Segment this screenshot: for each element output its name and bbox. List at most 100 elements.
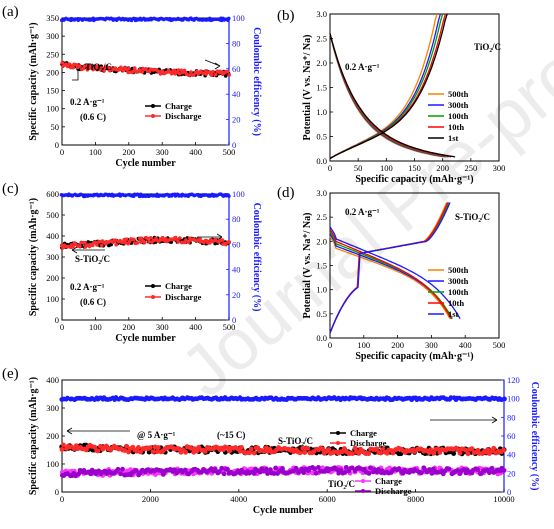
- material-label: S-TiO₂/C: [455, 212, 490, 222]
- x-tick-label: 250: [464, 163, 477, 173]
- data-point: [491, 445, 497, 451]
- plot-frame: [61, 17, 230, 146]
- data-point: [271, 471, 277, 476]
- y-axis-label: Specific capacity (mAh·g⁻¹): [28, 198, 39, 316]
- x-tick-label: 400: [189, 322, 202, 332]
- data-point: [220, 238, 225, 242]
- data-point: [186, 471, 192, 477]
- panel-letter: (d): [277, 185, 295, 201]
- data-point: [248, 446, 254, 452]
- y2-axis-label: Coulombic efficiency (%): [251, 27, 262, 136]
- data-point: [501, 447, 506, 453]
- y2-tick-label: 100: [507, 394, 520, 404]
- legend-label: 100th: [448, 111, 469, 121]
- legend-label: Discharge: [350, 438, 387, 448]
- data-point: [297, 450, 303, 456]
- current-label: 0.2 A·g⁻¹: [70, 282, 105, 292]
- data-point: [390, 450, 396, 456]
- data-point: [457, 450, 463, 456]
- data-point: [225, 69, 230, 74]
- x-tick-label: 400: [459, 340, 472, 350]
- y-tick-label: 100: [46, 459, 59, 469]
- data-point: [265, 471, 270, 476]
- y2-tick-label: 20: [232, 115, 241, 125]
- data-point: [95, 243, 99, 247]
- data-point: [451, 451, 457, 456]
- x-tick-label: 2000: [142, 494, 159, 504]
- left-arrow-head: [66, 427, 73, 435]
- y2-tick-label: 100: [232, 13, 245, 23]
- y2-tick-label: 120: [507, 375, 520, 385]
- data-point: [120, 466, 125, 472]
- data-point: [95, 448, 101, 454]
- y-tick-label: 300: [46, 403, 59, 413]
- data-point: [461, 467, 467, 472]
- y2-tick-label: 60: [232, 64, 241, 74]
- rate-label: (0.6 C): [80, 297, 106, 307]
- x-tick-label: 400: [189, 147, 202, 157]
- data-point: [147, 445, 153, 451]
- data-point: [59, 447, 65, 452]
- x-tick-label: 50: [354, 163, 363, 173]
- data-point: [79, 192, 83, 197]
- data-point: [251, 450, 257, 456]
- x-tick-label: 100: [380, 163, 393, 173]
- panel-letter: (e): [2, 366, 19, 382]
- x-axis-label: Specific capacity (mAh·g⁻¹): [355, 351, 473, 362]
- data-point: [136, 444, 141, 450]
- y-tick-label: 2.5: [316, 212, 327, 222]
- right-arrow-head: [214, 62, 221, 70]
- data-point: [121, 68, 126, 73]
- panel-letter: (b): [277, 8, 295, 24]
- data-point: [198, 237, 202, 241]
- data-point: [227, 240, 231, 244]
- data-point: [237, 448, 243, 454]
- y-tick-label: 0: [55, 140, 59, 150]
- y2-tick-label: 0: [232, 140, 236, 150]
- x-tick-label: 10000: [493, 494, 514, 504]
- y-tick-label: 2.5: [316, 34, 327, 44]
- data-point: [154, 236, 158, 241]
- data-point: [326, 447, 332, 452]
- data-point: [97, 239, 102, 244]
- data-point: [100, 243, 104, 248]
- y-tick-label: 350: [46, 13, 59, 23]
- y-tick-label: 400: [46, 375, 59, 385]
- data-point: [312, 466, 317, 472]
- data-point: [78, 64, 82, 68]
- x-tick-label: 500: [223, 322, 236, 332]
- x-tick-label: 200: [436, 163, 449, 173]
- data-point: [313, 470, 319, 476]
- data-point: [427, 467, 432, 472]
- data-point: [188, 445, 194, 451]
- panel-letter: (c): [2, 181, 19, 197]
- legend-label: 1st: [448, 133, 459, 143]
- data-point: [429, 470, 435, 476]
- y2-tick-label: 20: [507, 468, 516, 478]
- y2-axis-label: Coulombic efficiency (%): [251, 203, 262, 312]
- data-point: [203, 69, 208, 73]
- data-point: [202, 449, 208, 454]
- data-point: [71, 244, 75, 249]
- data-point: [154, 449, 160, 455]
- x-tick-label: 0: [328, 340, 332, 350]
- data-point: [374, 446, 380, 452]
- panel-letter: (a): [2, 4, 19, 20]
- left-arrow: [72, 70, 79, 81]
- y-tick-label: 600: [46, 189, 59, 199]
- data-point: [148, 235, 153, 240]
- data-point: [71, 65, 75, 70]
- material-label-tio2: TiO₂/C: [328, 479, 355, 489]
- legend-label: Charge: [165, 101, 192, 111]
- x-tick-label: 200: [391, 340, 404, 350]
- discharge-curve: [329, 228, 452, 320]
- data-point: [139, 240, 143, 244]
- y2-tick-label: 100: [232, 189, 245, 199]
- y-tick-label: 0.5: [316, 132, 327, 142]
- data-point: [187, 73, 192, 77]
- current-label: 0.2 A·g⁻¹: [345, 207, 380, 217]
- data-point: [247, 450, 253, 456]
- data-point: [334, 466, 340, 472]
- x-tick-label: 300: [156, 147, 169, 157]
